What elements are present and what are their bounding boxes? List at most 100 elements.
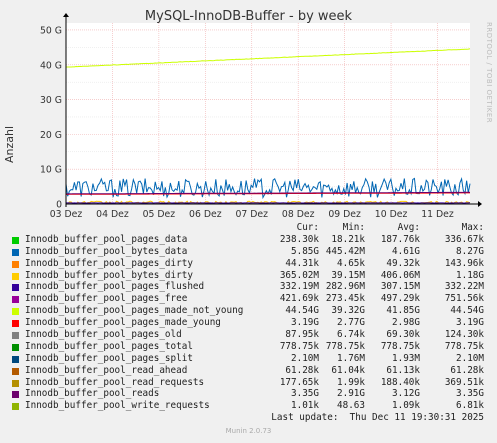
y-tick-label: 40 G <box>40 60 62 71</box>
plot-area <box>66 23 470 204</box>
x-tick-label: 10 Dez <box>375 209 408 220</box>
legend-avg-value: 307.15M <box>380 281 420 293</box>
legend-min-value: 1.99k <box>337 376 365 388</box>
legend-cur-value: 177.65k <box>279 376 319 388</box>
legend-series-name: Innodb_buffer_pool_pages_total <box>25 340 193 352</box>
legend-avg-value: 1.93M <box>392 352 420 364</box>
legend-series-name: Innodb_buffer_pool_read_requests <box>25 376 205 388</box>
legend-rows: Innodb_buffer_pool_pages_data 238.30k 18.2… <box>0 234 497 412</box>
legend-row: Innodb_buffer_pool_write_requests 1.01k 48… <box>0 400 497 412</box>
legend-series-name: Innodb_buffer_pool_pages_made_not_young <box>25 305 244 317</box>
legend-cur-value: 61.28k <box>285 364 319 376</box>
legend-row: Innodb_buffer_pool_pages_made_not_young 4… <box>0 305 497 317</box>
chart-title: MySQL-InnoDB-Buffer - by week <box>144 9 353 24</box>
legend-row: Innodb_buffer_pool_bytes_data 5.85G 445.42… <box>0 246 497 258</box>
legend-cur-value: 778.75k <box>279 340 319 352</box>
legend-avg-value: 69.30k <box>386 329 420 341</box>
legend-swatch <box>12 367 19 375</box>
legend-min-value: 282.96M <box>325 281 365 293</box>
legend-max-value: 44.54G <box>450 305 484 317</box>
legend-row: Innodb_buffer_pool_bytes_dirty 365.02M 39.… <box>0 270 497 282</box>
legend-avg-value: 49.32k <box>386 257 420 269</box>
legend-max-value: 369.51k <box>444 376 484 388</box>
legend-max-value: 751.56k <box>444 293 484 305</box>
legend-avg-value: 188.40k <box>380 376 420 388</box>
legend-max-value: 3.35G <box>456 388 484 400</box>
legend-avg-value: 187.76k <box>380 233 420 245</box>
legend-cur-value: 44.31k <box>285 257 319 269</box>
series-line <box>66 48 471 68</box>
x-tick-label: 11 Dez <box>421 209 454 220</box>
legend-swatch <box>12 391 19 399</box>
legend-max-value: 3.19G <box>456 317 484 329</box>
y-tick-label: 10 G <box>40 165 62 176</box>
legend-min-value: 2.91G <box>337 388 365 400</box>
legend-min-value: 39.15M <box>331 269 365 281</box>
rrdtool-credit: RRDTOOL / TOBI OETIKER <box>485 22 493 124</box>
legend-min-value: 4.65k <box>337 257 365 269</box>
legend-min-value: 6.74k <box>337 329 365 341</box>
y-axis-arrow <box>63 13 69 17</box>
legend-row: Innodb_buffer_pool_pages_total 778.75k 778… <box>0 341 497 353</box>
legend-avg-value: 1.09k <box>392 400 420 412</box>
legend-avg-value: 406.06M <box>380 269 420 281</box>
legend-avg-value: 3.12G <box>392 388 420 400</box>
legend-series-name: Innodb_buffer_pool_pages_free <box>25 293 188 305</box>
legend-max-value: 8.27G <box>456 245 484 257</box>
legend-row: Innodb_buffer_pool_pages_flushed 332.19M 2… <box>0 281 497 293</box>
legend-max-value: 61.28k <box>450 364 484 376</box>
legend-series-name: Innodb_buffer_pool_pages_dirty <box>25 257 193 269</box>
x-tick-label: 08 Dez <box>282 209 315 220</box>
legend-avg-value: 4.61G <box>392 245 420 257</box>
legend-max-value: 778.75k <box>444 340 484 352</box>
legend-swatch <box>12 379 19 387</box>
legend-swatch <box>12 308 19 316</box>
x-tick-label: 06 Dez <box>189 209 222 220</box>
legend-row: Innodb_buffer_pool_pages_made_young 3.19G… <box>0 317 497 329</box>
legend-col-cur: Cur: <box>296 222 319 233</box>
last-update-row: Last update: Thu Dec 11 19:30:31 2025 <box>0 412 497 424</box>
legend-min-value: 2.77G <box>337 317 365 329</box>
legend-min-value: 445.42M <box>325 245 365 257</box>
legend-avg-value: 497.29k <box>380 293 420 305</box>
x-tick-label: 05 Dez <box>143 209 176 220</box>
legend: Cur: Min: Avg: Max: Innodb_buffer_pool_p… <box>0 222 497 424</box>
legend-cur-value: 2.10M <box>291 352 319 364</box>
legend-avg-value: 778.75k <box>380 340 420 352</box>
legend-cur-value: 365.02M <box>279 269 319 281</box>
legend-row: Innodb_buffer_pool_pages_data 238.30k 18.2… <box>0 234 497 246</box>
legend-row: Innodb_buffer_pool_pages_free 421.69k 273.… <box>0 293 497 305</box>
legend-col-avg: Avg: <box>397 222 420 233</box>
legend-swatch <box>12 320 19 328</box>
legend-series-name: Innodb_buffer_pool_bytes_data <box>25 245 188 257</box>
legend-row: Innodb_buffer_pool_pages_split 2.10M 1.76M… <box>0 353 497 365</box>
legend-row: Innodb_buffer_pool_pages_old 87.95k 6.74k 6… <box>0 329 497 341</box>
legend-series-name: Innodb_buffer_pool_pages_old <box>25 329 182 341</box>
legend-row: Innodb_buffer_pool_reads 3.35G 2.91G 3.12G 3… <box>0 388 497 400</box>
legend-swatch <box>12 236 19 244</box>
legend-min-value: 61.04k <box>331 364 365 376</box>
legend-min-value: 273.45k <box>325 293 365 305</box>
legend-cur-value: 3.19G <box>291 317 319 329</box>
legend-series-name: Innodb_buffer_pool_pages_data <box>25 233 188 245</box>
x-axis-arrow <box>478 201 482 207</box>
legend-cur-value: 5.85G <box>291 245 319 257</box>
legend-swatch <box>12 332 19 340</box>
legend-cur-value: 421.69k <box>279 293 319 305</box>
legend-row: Innodb_buffer_pool_pages_dirty 44.31k 4.65… <box>0 258 497 270</box>
legend-cur-value: 44.54G <box>285 305 319 317</box>
legend-max-value: 6.81k <box>456 400 484 412</box>
legend-col-min: Min: <box>342 222 365 233</box>
legend-max-value: 124.30k <box>444 329 484 341</box>
y-tick-label: 50 G <box>40 25 62 36</box>
legend-cur-value: 332.19M <box>279 281 319 293</box>
legend-avg-value: 41.85G <box>386 305 420 317</box>
legend-min-value: 48.63 <box>337 400 365 412</box>
legend-max-value: 2.10M <box>456 352 484 364</box>
legend-series-name: Innodb_buffer_pool_write_requests <box>25 400 210 412</box>
legend-max-value: 332.22M <box>444 281 484 293</box>
legend-max-value: 336.67k <box>444 233 484 245</box>
legend-swatch <box>12 272 19 280</box>
legend-max-value: 143.96k <box>444 257 484 269</box>
legend-cur-value: 87.95k <box>285 329 319 341</box>
